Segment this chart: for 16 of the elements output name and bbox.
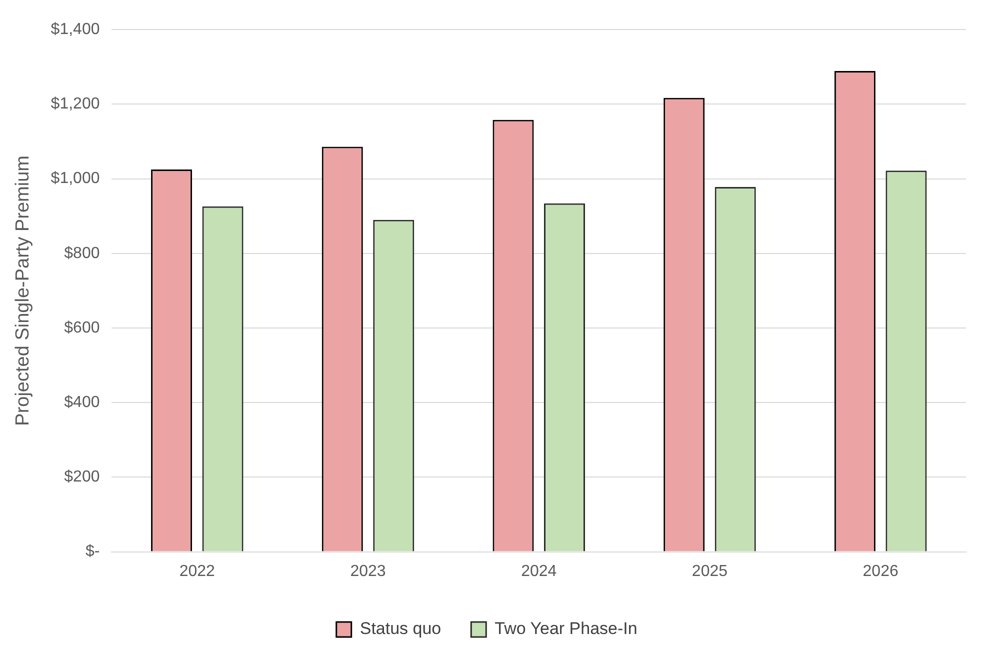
y-tick-label: $1,200: [50, 96, 100, 113]
y-tick-label: $400: [64, 394, 100, 412]
x-tick-label: 2024: [521, 562, 557, 580]
y-tick-label: $-: [86, 543, 100, 560]
y-tick-label: $800: [64, 244, 100, 262]
y-tick-label: $600: [64, 319, 100, 336]
x-tick-label: 2022: [179, 562, 216, 580]
y-tick-label: $1,000: [50, 170, 100, 188]
legend-label: Two Year Phase-In: [494, 619, 638, 638]
y-tick-label: $1,400: [50, 21, 100, 38]
y-tick-label: $200: [64, 468, 100, 486]
legend-label: Status quo: [360, 619, 442, 638]
y-axis-title: Projected Single-Party Premium: [12, 156, 34, 426]
x-tick-label: 2026: [862, 562, 898, 580]
x-tick-label: 2023: [350, 562, 386, 580]
x-tick-label: 2025: [692, 562, 728, 580]
